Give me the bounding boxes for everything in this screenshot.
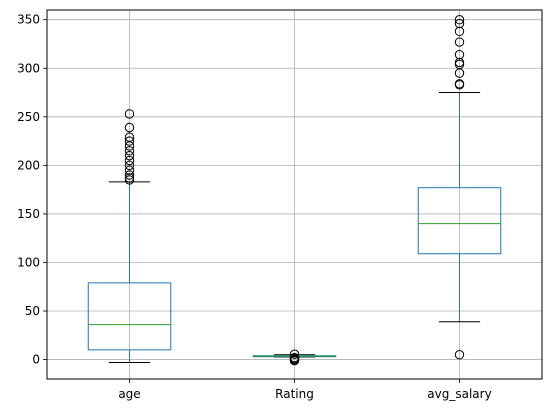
outlier-point xyxy=(124,173,135,183)
y-tick-label: 150 xyxy=(17,207,40,221)
outlier-point xyxy=(454,18,465,29)
outlier-point xyxy=(454,26,465,37)
outlier-point xyxy=(124,160,135,171)
x-tick-label: Rating xyxy=(275,387,314,401)
outlier-point xyxy=(124,132,135,142)
outlier-point xyxy=(454,49,465,60)
outlier-point xyxy=(454,37,465,47)
y-tick-label: 350 xyxy=(17,13,40,27)
box-age xyxy=(87,109,172,363)
outlier-point xyxy=(454,57,465,68)
y-tick-label: 0 xyxy=(32,353,40,367)
outlier-point xyxy=(454,350,465,360)
box-iqr xyxy=(87,282,172,351)
outlier-point xyxy=(124,109,135,119)
outlier-point xyxy=(124,165,135,175)
y-tick-label: 200 xyxy=(17,158,40,172)
y-tick-label: 50 xyxy=(25,304,40,318)
plot-area xyxy=(87,15,502,366)
y-tick-label: 300 xyxy=(17,61,40,75)
outlier-point xyxy=(289,352,300,363)
outlier-point xyxy=(124,170,135,180)
outlier-point xyxy=(454,79,465,89)
axes: 0 50 100 150 200 250 300 350 age Rating avg_salary xyxy=(17,13,492,401)
grid-lines xyxy=(47,10,542,379)
box-iqr xyxy=(417,187,502,255)
box-Rating xyxy=(252,349,337,366)
x-tick-label: age xyxy=(118,387,140,401)
outlier-point xyxy=(289,349,300,359)
box-avg_salary xyxy=(417,15,502,360)
outlier-point xyxy=(124,146,135,156)
outlier-point xyxy=(124,155,135,166)
outlier-point xyxy=(454,15,465,25)
outlier-point xyxy=(124,122,135,133)
outlier-point xyxy=(124,150,135,161)
outlier-point xyxy=(124,136,135,146)
y-tick-label: 250 xyxy=(17,110,40,124)
x-tick-label: avg_salary xyxy=(427,387,491,401)
y-tick-label: 100 xyxy=(17,255,40,269)
